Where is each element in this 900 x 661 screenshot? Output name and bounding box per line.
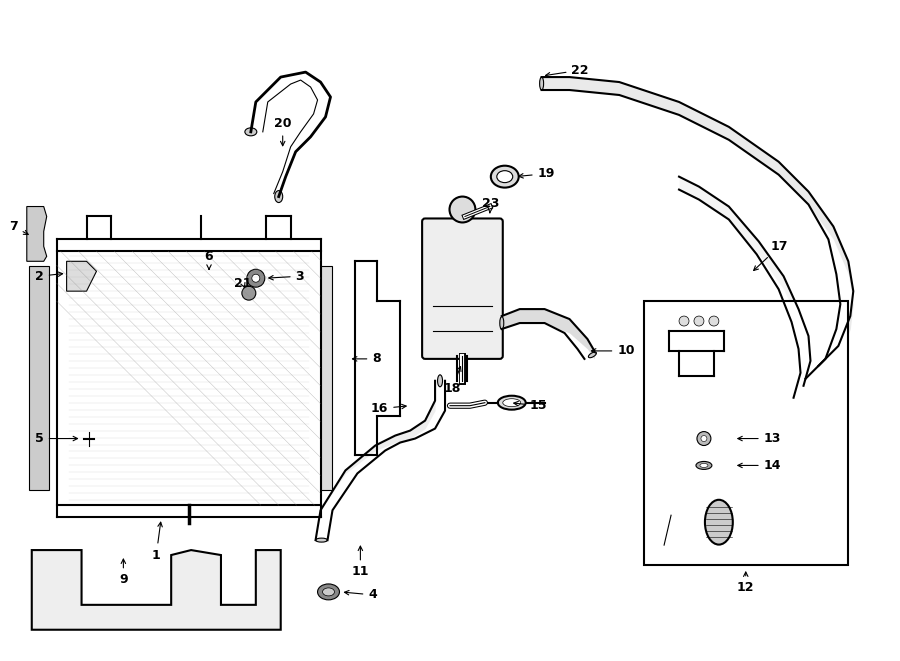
Circle shape [449, 196, 475, 223]
Ellipse shape [700, 463, 708, 467]
Polygon shape [32, 550, 281, 630]
Text: 22: 22 [545, 63, 589, 77]
Text: 18: 18 [444, 367, 461, 395]
Bar [644, 301, 849, 565]
Text: 2: 2 [35, 270, 63, 283]
Ellipse shape [808, 369, 816, 377]
Text: 12: 12 [737, 572, 754, 594]
Ellipse shape [242, 286, 256, 300]
Ellipse shape [701, 436, 706, 442]
Ellipse shape [705, 500, 733, 545]
Text: 6: 6 [204, 250, 213, 269]
Text: 5: 5 [35, 432, 77, 445]
Text: 23: 23 [482, 197, 500, 213]
Ellipse shape [274, 190, 283, 202]
Ellipse shape [540, 77, 544, 90]
Text: 14: 14 [738, 459, 781, 472]
Text: 15: 15 [514, 399, 547, 412]
Ellipse shape [491, 166, 518, 188]
Text: 8: 8 [353, 352, 381, 366]
Text: 11: 11 [352, 546, 369, 578]
Polygon shape [27, 206, 47, 261]
FancyBboxPatch shape [422, 219, 503, 359]
Ellipse shape [245, 128, 256, 136]
Text: 9: 9 [119, 559, 128, 586]
Ellipse shape [316, 538, 328, 542]
Circle shape [679, 316, 689, 326]
Text: 16: 16 [371, 402, 406, 415]
Polygon shape [67, 261, 96, 291]
Ellipse shape [318, 584, 339, 600]
Text: 4: 4 [345, 588, 377, 602]
Ellipse shape [252, 274, 260, 282]
Text: 19: 19 [518, 167, 555, 180]
Ellipse shape [437, 375, 443, 387]
Text: 21: 21 [234, 277, 252, 290]
Text: 17: 17 [753, 240, 788, 270]
Circle shape [709, 316, 719, 326]
Ellipse shape [322, 588, 335, 596]
Circle shape [694, 316, 704, 326]
Text: 3: 3 [269, 270, 304, 283]
Ellipse shape [697, 432, 711, 446]
Ellipse shape [497, 171, 513, 182]
Ellipse shape [500, 317, 504, 329]
Ellipse shape [696, 461, 712, 469]
Text: 13: 13 [738, 432, 781, 445]
Ellipse shape [247, 269, 265, 287]
Ellipse shape [589, 352, 597, 358]
Polygon shape [320, 266, 332, 490]
Text: 1: 1 [152, 522, 162, 562]
Ellipse shape [503, 399, 521, 407]
Text: 10: 10 [591, 344, 634, 358]
Ellipse shape [498, 396, 526, 410]
Text: 7: 7 [9, 220, 28, 235]
Text: 20: 20 [274, 118, 292, 145]
Polygon shape [29, 266, 49, 490]
